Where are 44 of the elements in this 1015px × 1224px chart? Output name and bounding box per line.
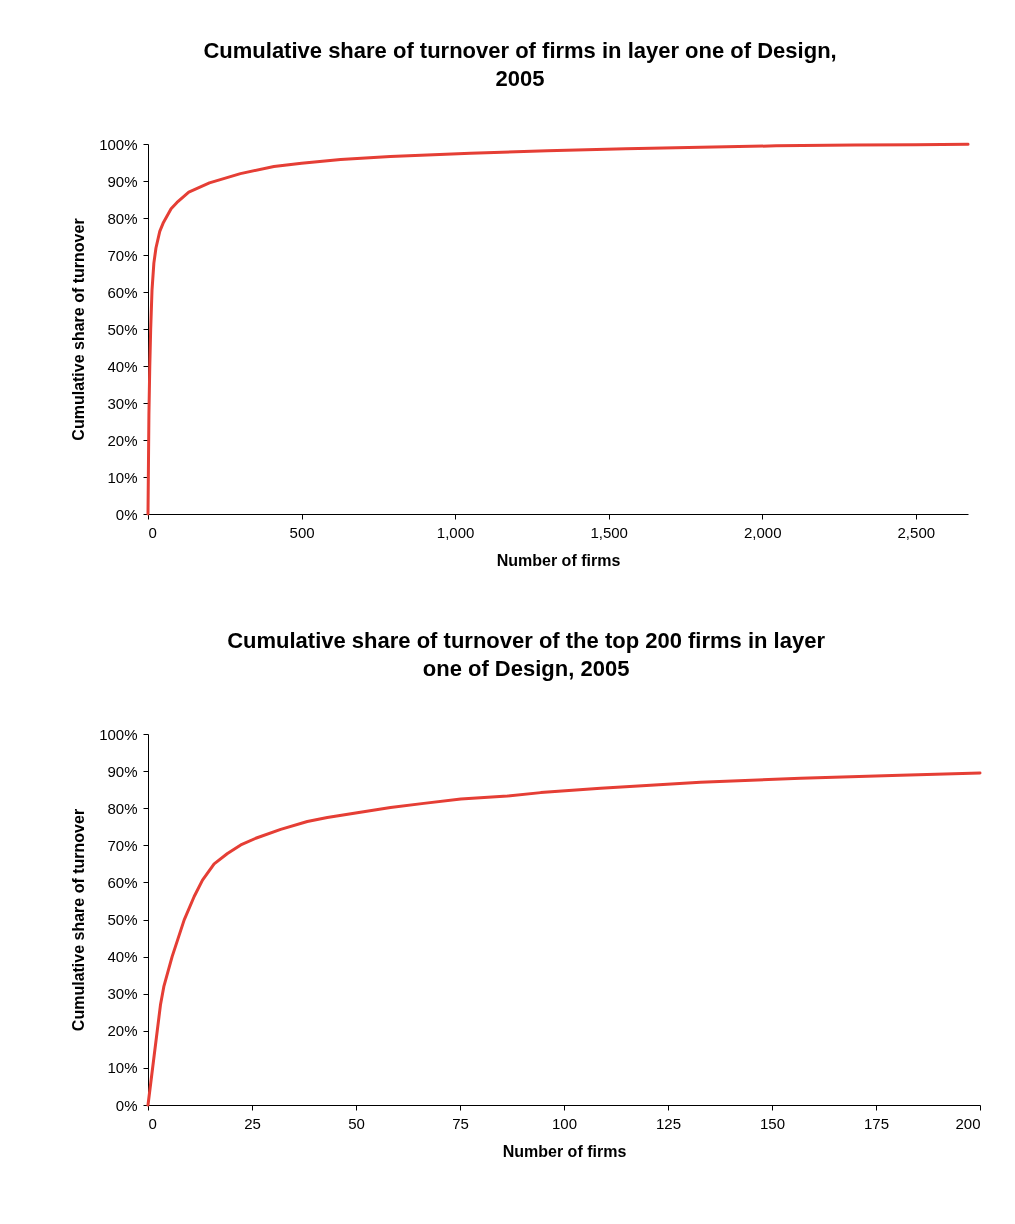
- x-tick-label: 100: [551, 1114, 578, 1132]
- x-tick-label: 200: [955, 1114, 981, 1132]
- y-axis-title: Cumulative share of turnover: [70, 808, 88, 1032]
- x-tick-label: 150: [759, 1114, 786, 1132]
- y-tick-label: 50%: [107, 911, 138, 928]
- y-tick-label: 100%: [99, 725, 138, 743]
- y-tick-label: 70%: [107, 836, 138, 854]
- y-tick-label: 70%: [107, 246, 138, 264]
- y-tick-label: 60%: [107, 873, 138, 891]
- y-axis-title: Cumulative share of turnover: [70, 218, 88, 441]
- x-tick-label: 50: [348, 1114, 365, 1132]
- y-tick-label: 30%: [107, 985, 138, 1003]
- y-tick-label: 100%: [99, 135, 138, 153]
- chart-title: Cumulative share of turnover of firms in layer one of Design, 2005: [203, 38, 837, 91]
- x-axis-title: Number of firms: [502, 1142, 627, 1160]
- x-tick-label: 0: [148, 1114, 157, 1132]
- x-tick-label: 2,000: [743, 523, 782, 541]
- y-tick-label: 60%: [107, 283, 138, 301]
- x-tick-label: 125: [655, 1114, 682, 1132]
- y-tick-label: 80%: [107, 209, 138, 227]
- x-tick-label: 2,500: [897, 523, 936, 541]
- y-tick-label: 90%: [107, 172, 138, 190]
- y-tick-label: 0%: [115, 1096, 138, 1114]
- y-tick-label: 80%: [107, 799, 138, 817]
- y-tick-label: 0%: [115, 505, 138, 523]
- y-tick-label: 30%: [107, 394, 138, 412]
- y-tick-label: 90%: [107, 762, 138, 780]
- y-tick-label: 20%: [107, 1022, 138, 1040]
- x-tick-label: 25: [244, 1114, 261, 1132]
- y-tick-label: 20%: [107, 431, 138, 449]
- y-tick-label: 10%: [107, 1059, 138, 1077]
- x-tick-label: 75: [452, 1114, 469, 1132]
- x-tick-label: 1,500: [590, 523, 628, 541]
- x-tick-label: 175: [863, 1114, 890, 1132]
- x-tick-label: 0: [148, 523, 157, 541]
- y-tick-label: 40%: [107, 357, 138, 375]
- y-tick-label: 40%: [107, 948, 138, 966]
- line-series: [146, 142, 970, 516]
- x-tick-label: 1,000: [436, 523, 475, 541]
- y-tick-label: 50%: [107, 320, 138, 338]
- y-tick-label: 10%: [107, 468, 138, 486]
- x-tick-label: 500: [289, 523, 315, 541]
- x-axis-title: Number of firms: [496, 551, 621, 569]
- chart-title: Cumulative share of turnover of the top 200 firms in layer one of Design, 2005: [227, 628, 826, 681]
